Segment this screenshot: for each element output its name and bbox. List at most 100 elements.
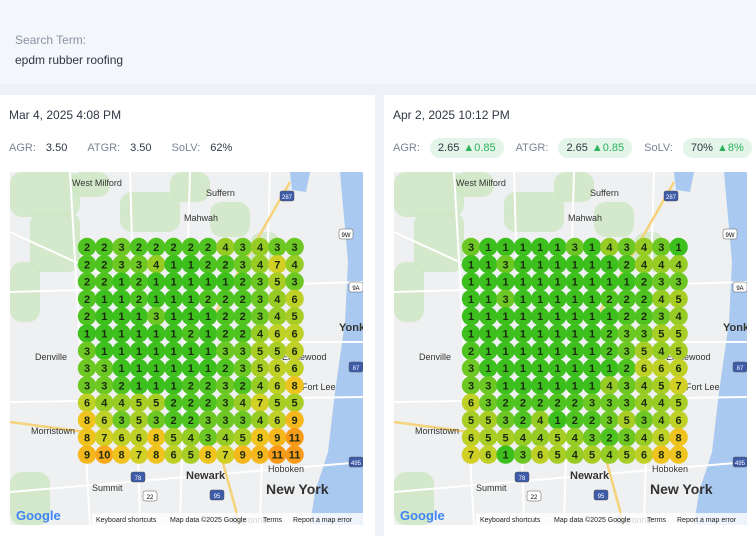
rank-marker[interactable]: 3 <box>95 376 114 395</box>
rank-marker[interactable]: 4 <box>669 255 688 274</box>
map-attribution-link[interactable]: Map data ©2025 Google <box>170 516 246 524</box>
rank-marker[interactable]: 2 <box>634 307 654 326</box>
rank-marker[interactable]: 1 <box>548 237 567 257</box>
rank-marker[interactable]: 8 <box>77 410 97 430</box>
rank-marker[interactable]: 1 <box>112 341 131 360</box>
rank-marker[interactable]: 1 <box>461 255 481 274</box>
rank-marker[interactable]: 1 <box>129 307 149 326</box>
rank-marker[interactable]: 1 <box>147 376 166 395</box>
rank-marker[interactable]: 3 <box>77 376 97 395</box>
rank-marker[interactable]: 2 <box>181 393 200 412</box>
rank-marker[interactable]: 1 <box>600 272 619 291</box>
rank-marker[interactable]: 1 <box>582 376 602 395</box>
rank-marker[interactable]: 4 <box>600 237 619 257</box>
rank-marker[interactable]: 2 <box>216 289 235 309</box>
rank-marker[interactable]: 5 <box>669 341 688 360</box>
rank-marker[interactable]: 1 <box>565 341 584 360</box>
rank-marker[interactable]: 1 <box>531 289 550 309</box>
rank-marker[interactable]: 4 <box>634 393 654 412</box>
rank-marker[interactable]: 6 <box>285 358 304 378</box>
rank-grid-map[interactable]: West Milford Suffern Mahwah Denville Englewo… <box>10 172 363 525</box>
rank-marker[interactable]: 1 <box>461 272 481 291</box>
rank-marker[interactable]: 2 <box>129 237 149 257</box>
rank-marker[interactable]: 7 <box>95 428 114 447</box>
rank-marker[interactable]: 1 <box>531 255 550 274</box>
rank-marker[interactable]: 1 <box>531 272 550 291</box>
rank-marker[interactable]: 5 <box>669 289 688 309</box>
rank-marker[interactable]: 6 <box>461 393 481 412</box>
rank-marker[interactable]: 1 <box>198 307 218 326</box>
rank-marker[interactable]: 4 <box>233 393 252 412</box>
rank-marker[interactable]: 5 <box>617 445 636 464</box>
rank-marker[interactable]: 5 <box>652 324 671 343</box>
rank-marker[interactable]: 2 <box>600 428 619 447</box>
rank-marker[interactable]: 6 <box>285 289 304 309</box>
rank-grid-map[interactable]: West Milford Suffern Mahwah Denville Englewo… <box>394 172 747 525</box>
rank-marker[interactable]: 1 <box>181 255 200 274</box>
rank-marker[interactable]: 1 <box>496 307 515 326</box>
rank-marker[interactable]: 3 <box>617 376 636 395</box>
rank-marker[interactable]: 3 <box>652 307 671 326</box>
rank-marker[interactable]: 4 <box>181 428 200 447</box>
rank-marker[interactable]: 7 <box>250 393 270 412</box>
map-attribution-link[interactable]: Keyboard shortcuts <box>480 517 541 524</box>
rank-marker[interactable]: 3 <box>95 358 114 378</box>
rank-marker[interactable]: 3 <box>617 237 636 257</box>
rank-marker[interactable]: 3 <box>582 428 602 447</box>
rank-marker[interactable]: 1 <box>479 289 498 309</box>
rank-marker[interactable]: 1 <box>548 255 567 274</box>
rank-marker[interactable]: 3 <box>233 255 252 274</box>
rank-marker[interactable]: 8 <box>112 445 131 464</box>
rank-marker[interactable]: 1 <box>112 272 131 291</box>
rank-marker[interactable]: 1 <box>513 341 533 360</box>
rank-marker[interactable]: 1 <box>164 341 183 360</box>
rank-marker[interactable]: 1 <box>531 341 550 360</box>
rank-marker[interactable]: 2 <box>513 410 533 430</box>
rank-marker[interactable]: 6 <box>669 410 688 430</box>
rank-marker[interactable]: 4 <box>285 255 304 274</box>
rank-marker[interactable]: 3 <box>496 289 515 309</box>
rank-marker[interactable]: 1 <box>496 376 515 395</box>
rank-marker[interactable]: 1 <box>565 307 584 326</box>
rank-marker[interactable]: 3 <box>77 358 97 378</box>
rank-marker[interactable]: 2 <box>216 307 235 326</box>
rank-marker[interactable]: 5 <box>285 393 304 412</box>
rank-marker[interactable]: 3 <box>112 237 131 257</box>
rank-marker[interactable]: 2 <box>112 376 131 395</box>
rank-marker[interactable]: 5 <box>250 341 270 360</box>
rank-marker[interactable]: 3 <box>147 307 166 326</box>
rank-marker[interactable]: 1 <box>548 324 567 343</box>
rank-marker[interactable]: 1 <box>531 376 550 395</box>
rank-marker[interactable]: 1 <box>198 341 218 360</box>
rank-marker[interactable]: 1 <box>513 324 533 343</box>
rank-marker[interactable]: 7 <box>461 445 481 464</box>
rank-marker[interactable]: 2 <box>198 393 218 412</box>
rank-marker[interactable]: 1 <box>582 255 602 274</box>
rank-marker[interactable]: 4 <box>634 376 654 395</box>
rank-marker[interactable]: 1 <box>112 307 131 326</box>
rank-marker[interactable]: 2 <box>198 255 218 274</box>
rank-marker[interactable]: 5 <box>669 324 688 343</box>
rank-marker[interactable]: 5 <box>268 272 287 291</box>
rank-marker[interactable]: 3 <box>652 237 671 257</box>
rank-marker[interactable]: 5 <box>285 307 304 326</box>
rank-marker[interactable]: 1 <box>181 341 200 360</box>
rank-marker[interactable]: 1 <box>531 358 550 378</box>
rank-marker[interactable]: 11 <box>268 445 287 464</box>
rank-marker[interactable]: 1 <box>496 272 515 291</box>
rank-marker[interactable]: 6 <box>112 428 131 447</box>
rank-marker[interactable]: 5 <box>479 428 498 447</box>
rank-marker[interactable]: 1 <box>129 324 149 343</box>
rank-marker[interactable]: 6 <box>268 376 287 395</box>
rank-marker[interactable]: 1 <box>565 376 584 395</box>
rank-marker[interactable]: 8 <box>669 445 688 464</box>
rank-marker[interactable]: 7 <box>669 376 688 395</box>
rank-marker[interactable]: 4 <box>531 410 550 430</box>
rank-marker[interactable]: 1 <box>147 289 166 309</box>
rank-marker[interactable]: 5 <box>129 410 149 430</box>
rank-marker[interactable]: 4 <box>95 393 114 412</box>
rank-marker[interactable]: 2 <box>181 410 200 430</box>
rank-marker[interactable]: 4 <box>634 428 654 447</box>
rank-marker[interactable]: 2 <box>582 410 602 430</box>
rank-marker[interactable]: 1 <box>496 358 515 378</box>
